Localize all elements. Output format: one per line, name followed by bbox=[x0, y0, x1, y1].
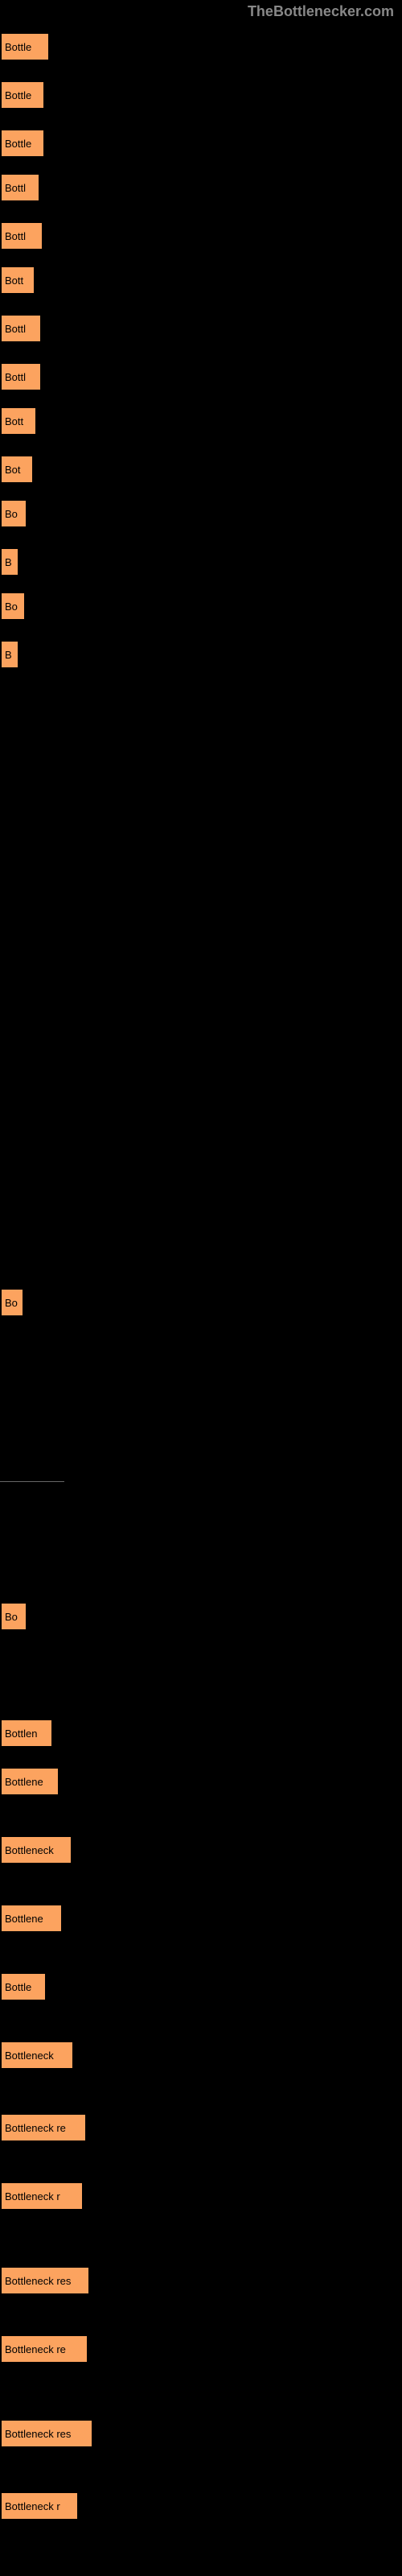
bar-row: Bo bbox=[0, 1602, 27, 1631]
bar: Bottlen bbox=[0, 1719, 53, 1748]
bar: Bo bbox=[0, 1602, 27, 1631]
bar-row: Bottl bbox=[0, 221, 43, 250]
bar-row: Bottle bbox=[0, 80, 45, 109]
bar-label: Bo bbox=[5, 1611, 18, 1623]
bar: Bottleneck res bbox=[0, 2419, 93, 2448]
bar-row: Bottleneck res bbox=[0, 2266, 90, 2295]
bar: Bot bbox=[0, 455, 34, 484]
bar-label: Bottlene bbox=[5, 1776, 43, 1788]
bar-row: Bottl bbox=[0, 173, 40, 202]
bar: Bottleneck res bbox=[0, 2266, 90, 2295]
bar-label: Bo bbox=[5, 601, 18, 613]
bar-row: Bottleneck bbox=[0, 2041, 74, 2070]
bar: Bottlene bbox=[0, 1904, 63, 1933]
bar: Bott bbox=[0, 407, 37, 436]
bar-label: Bottlene bbox=[5, 1913, 43, 1925]
bar: Bottleneck re bbox=[0, 2113, 87, 2142]
bar-row: Bottlene bbox=[0, 1904, 63, 1933]
bar-row: Bo bbox=[0, 1288, 24, 1317]
bar-label: Bottleneck r bbox=[5, 2190, 60, 2202]
bar-row: Bo bbox=[0, 592, 26, 621]
bar: Bottl bbox=[0, 362, 42, 391]
bar-label: Bottleneck r bbox=[5, 2500, 60, 2512]
bar-row: Bottleneck bbox=[0, 1835, 72, 1864]
bar-label: Bottl bbox=[5, 323, 26, 335]
bar-label: Bottl bbox=[5, 182, 26, 194]
bar-row: Bottleneck r bbox=[0, 2182, 84, 2211]
bar-label: Bottl bbox=[5, 230, 26, 242]
bar-row: Bottle bbox=[0, 32, 50, 61]
bar: Bottleneck r bbox=[0, 2491, 79, 2520]
bar: Bottlene bbox=[0, 1767, 59, 1796]
bar-label: Bott bbox=[5, 415, 23, 427]
bar-row: Bo bbox=[0, 499, 27, 528]
bar: Bottl bbox=[0, 221, 43, 250]
divider-line bbox=[0, 1481, 64, 1482]
bar: Bottle bbox=[0, 32, 50, 61]
bar-label: Bo bbox=[5, 1297, 18, 1309]
bar-row: Bottleneck res bbox=[0, 2419, 93, 2448]
bar-label: Bottle bbox=[5, 1981, 31, 1993]
bar: Bo bbox=[0, 1288, 24, 1317]
bar-label: Bottleneck res bbox=[5, 2428, 71, 2440]
bar-label: Bottleneck res bbox=[5, 2275, 71, 2287]
bar-label: Bottle bbox=[5, 89, 31, 101]
bar-row: Bottleneck re bbox=[0, 2113, 87, 2142]
bar-label: B bbox=[5, 649, 12, 661]
bar-row: Bottlene bbox=[0, 1767, 59, 1796]
bar: Bottleneck re bbox=[0, 2334, 88, 2363]
bar-label: Bottleneck bbox=[5, 1844, 54, 1856]
bar-row: Bottl bbox=[0, 362, 42, 391]
bar-row: B bbox=[0, 640, 19, 669]
bar-label: Bottleneck re bbox=[5, 2343, 66, 2355]
bar-label: Bottlen bbox=[5, 1728, 37, 1740]
bar-label: Bottleneck bbox=[5, 2050, 54, 2062]
bar: Bottl bbox=[0, 314, 42, 343]
bar: B bbox=[0, 640, 19, 669]
bar-label: Bottle bbox=[5, 41, 31, 53]
bar: Bottleneck bbox=[0, 1835, 72, 1864]
bar-row: Bottleneck re bbox=[0, 2334, 88, 2363]
bar-row: Bottlen bbox=[0, 1719, 53, 1748]
bar: Bottleneck r bbox=[0, 2182, 84, 2211]
bar: Bottle bbox=[0, 129, 45, 158]
bar-row: Bottle bbox=[0, 1972, 47, 2001]
bar: Bo bbox=[0, 499, 27, 528]
bar-label: Bottle bbox=[5, 138, 31, 150]
bar-label: Bottleneck re bbox=[5, 2122, 66, 2134]
bar-row: Bottleneck r bbox=[0, 2491, 79, 2520]
bar: Bottleneck bbox=[0, 2041, 74, 2070]
bar: Bottle bbox=[0, 1972, 47, 2001]
bar: Bottl bbox=[0, 173, 40, 202]
bar-row: Bott bbox=[0, 407, 37, 436]
bar-row: B bbox=[0, 547, 19, 576]
bar: Bottle bbox=[0, 80, 45, 109]
bar: Bo bbox=[0, 592, 26, 621]
bar-row: Bot bbox=[0, 455, 34, 484]
bar-row: Bottl bbox=[0, 314, 42, 343]
bar-label: B bbox=[5, 556, 12, 568]
bar-label: Bo bbox=[5, 508, 18, 520]
bar-label: Bot bbox=[5, 464, 21, 476]
bar-label: Bottl bbox=[5, 371, 26, 383]
bar-label: Bott bbox=[5, 275, 23, 287]
bar: B bbox=[0, 547, 19, 576]
bar-row: Bott bbox=[0, 266, 35, 295]
bar-row: Bottle bbox=[0, 129, 45, 158]
site-header: TheBottlenecker.com bbox=[248, 3, 394, 20]
bar: Bott bbox=[0, 266, 35, 295]
